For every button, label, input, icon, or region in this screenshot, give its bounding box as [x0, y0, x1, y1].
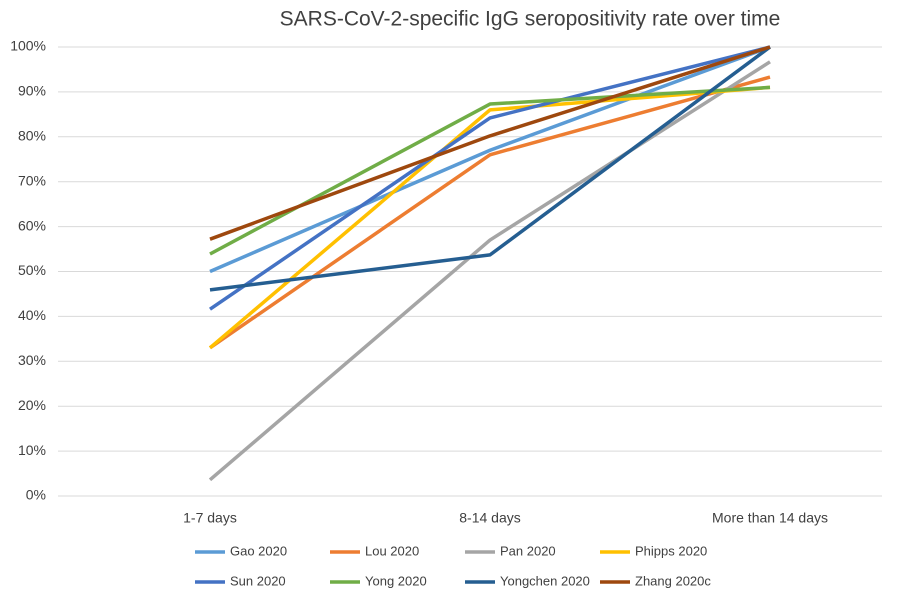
y-tick-label: 50% [18, 262, 46, 278]
y-tick-label: 40% [18, 307, 46, 323]
legend-label: Gao 2020 [230, 543, 287, 558]
series-line [209, 85, 771, 256]
y-tick-label: 60% [18, 217, 46, 233]
x-tick-label: 1-7 days [183, 510, 237, 526]
series-line [209, 45, 771, 241]
y-tick-label: 10% [18, 442, 46, 458]
legend-label: Lou 2020 [365, 543, 419, 558]
y-tick-label: 20% [18, 397, 46, 413]
legend-label: Sun 2020 [230, 573, 286, 588]
legend-label: Yongchen 2020 [500, 573, 590, 588]
legend-label: Yong 2020 [365, 573, 427, 588]
legend-label: Zhang 2020c [635, 573, 711, 588]
series-line [209, 45, 771, 274]
y-tick-label: 100% [10, 38, 46, 54]
legend-label: Pan 2020 [500, 543, 556, 558]
series-line [209, 45, 772, 292]
y-tick-label: 80% [18, 128, 46, 144]
chart-title: SARS-CoV-2-specific IgG seropositivity r… [280, 8, 781, 31]
series-line [208, 85, 771, 350]
legend-label: Phipps 2020 [635, 543, 707, 558]
y-tick-label: 70% [18, 172, 46, 188]
x-tick-label: 8-14 days [459, 510, 520, 526]
y-tick-label: 90% [18, 83, 46, 99]
series-line [208, 60, 771, 482]
y-tick-label: 30% [18, 352, 46, 368]
series-line [209, 45, 771, 311]
y-tick-label: 0% [26, 487, 46, 503]
series-line [209, 75, 771, 350]
x-tick-label: More than 14 days [712, 510, 828, 526]
